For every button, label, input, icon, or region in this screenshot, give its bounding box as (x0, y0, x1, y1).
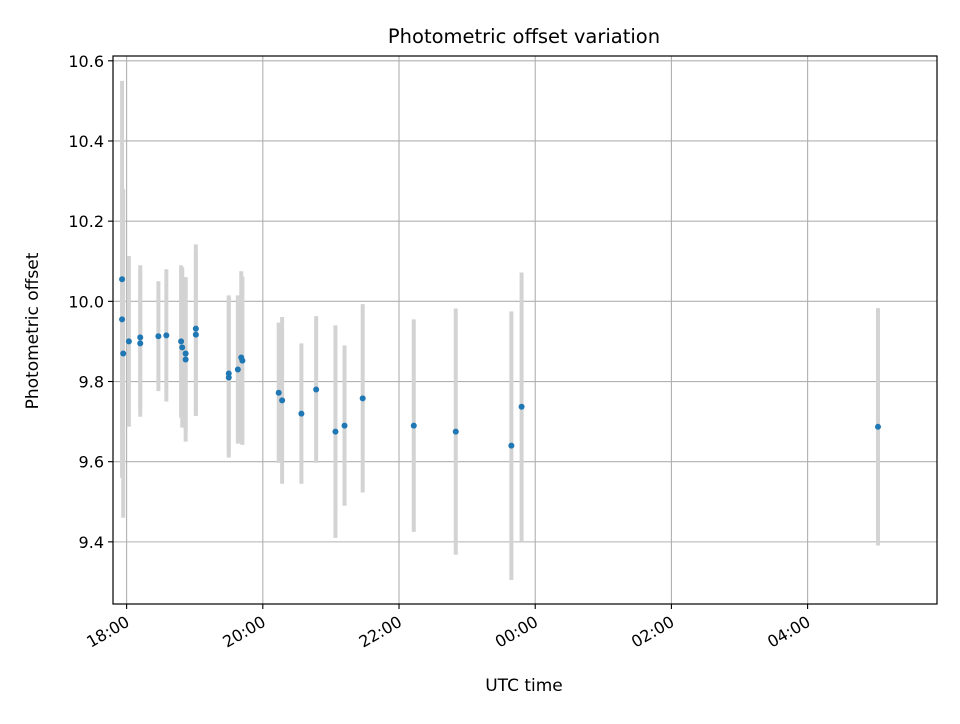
data-point (125, 338, 132, 345)
x-tick-label: 00:00 (492, 612, 541, 652)
y-tick-label: 9.8 (79, 373, 104, 392)
data-point (452, 428, 459, 435)
x-axis-label: UTC time (485, 676, 563, 696)
data-point (332, 428, 339, 435)
y-tick-label: 9.4 (79, 533, 104, 552)
data-point (234, 366, 241, 373)
data-point (341, 422, 348, 429)
y-tick-label: 10.4 (68, 132, 104, 151)
x-tick-label: 04:00 (764, 612, 813, 652)
data-point (275, 389, 282, 396)
y-axis-label: Photometric offset (23, 252, 43, 409)
data-point (179, 344, 186, 351)
data-point (410, 422, 417, 429)
data-point (163, 332, 170, 339)
data-point (298, 410, 305, 417)
data-point (119, 316, 126, 323)
data-point (155, 333, 162, 340)
y-tick-label: 9.6 (79, 453, 104, 472)
y-tick-label: 10.0 (68, 292, 104, 311)
data-point (359, 395, 366, 402)
data-point (137, 340, 144, 347)
data-point (182, 350, 189, 357)
y-axis-ticks: 9.4 9.6 9.8 10.0 10.2 10.4 10.6 (68, 52, 113, 552)
error-bars (120, 80, 880, 580)
data-point (178, 338, 185, 345)
data-point (192, 325, 199, 332)
data-point (119, 276, 126, 283)
chart-title: Photometric offset variation (388, 25, 660, 48)
y-tick-label: 10.2 (68, 212, 104, 231)
x-axis-ticks: 18:00 20:00 22:00 00:00 02:00 04:00 (83, 604, 814, 652)
data-point (192, 331, 199, 338)
data-point (874, 423, 881, 430)
data-point (313, 386, 320, 393)
data-point (279, 397, 286, 404)
data-point (239, 357, 246, 364)
x-tick-label: 02:00 (628, 612, 677, 652)
x-tick-label: 20:00 (219, 612, 268, 652)
data-point (225, 374, 232, 381)
data-point (137, 334, 144, 341)
data-point (120, 350, 127, 357)
data-points (119, 276, 881, 449)
data-point (182, 356, 189, 363)
x-tick-label: 22:00 (356, 612, 405, 652)
y-tick-label: 10.6 (68, 52, 104, 71)
data-point (508, 442, 515, 449)
grid (113, 56, 937, 604)
plot-frame (112, 55, 938, 605)
x-tick-label: 18:00 (83, 612, 132, 652)
data-point (518, 403, 525, 410)
